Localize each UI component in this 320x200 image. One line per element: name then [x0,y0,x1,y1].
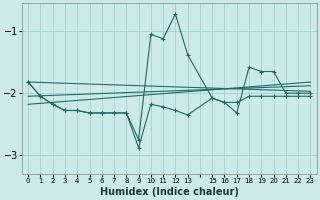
X-axis label: Humidex (Indice chaleur): Humidex (Indice chaleur) [100,187,239,197]
